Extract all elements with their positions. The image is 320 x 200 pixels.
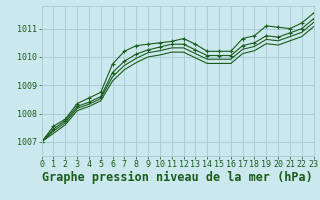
X-axis label: Graphe pression niveau de la mer (hPa): Graphe pression niveau de la mer (hPa)	[42, 171, 313, 184]
